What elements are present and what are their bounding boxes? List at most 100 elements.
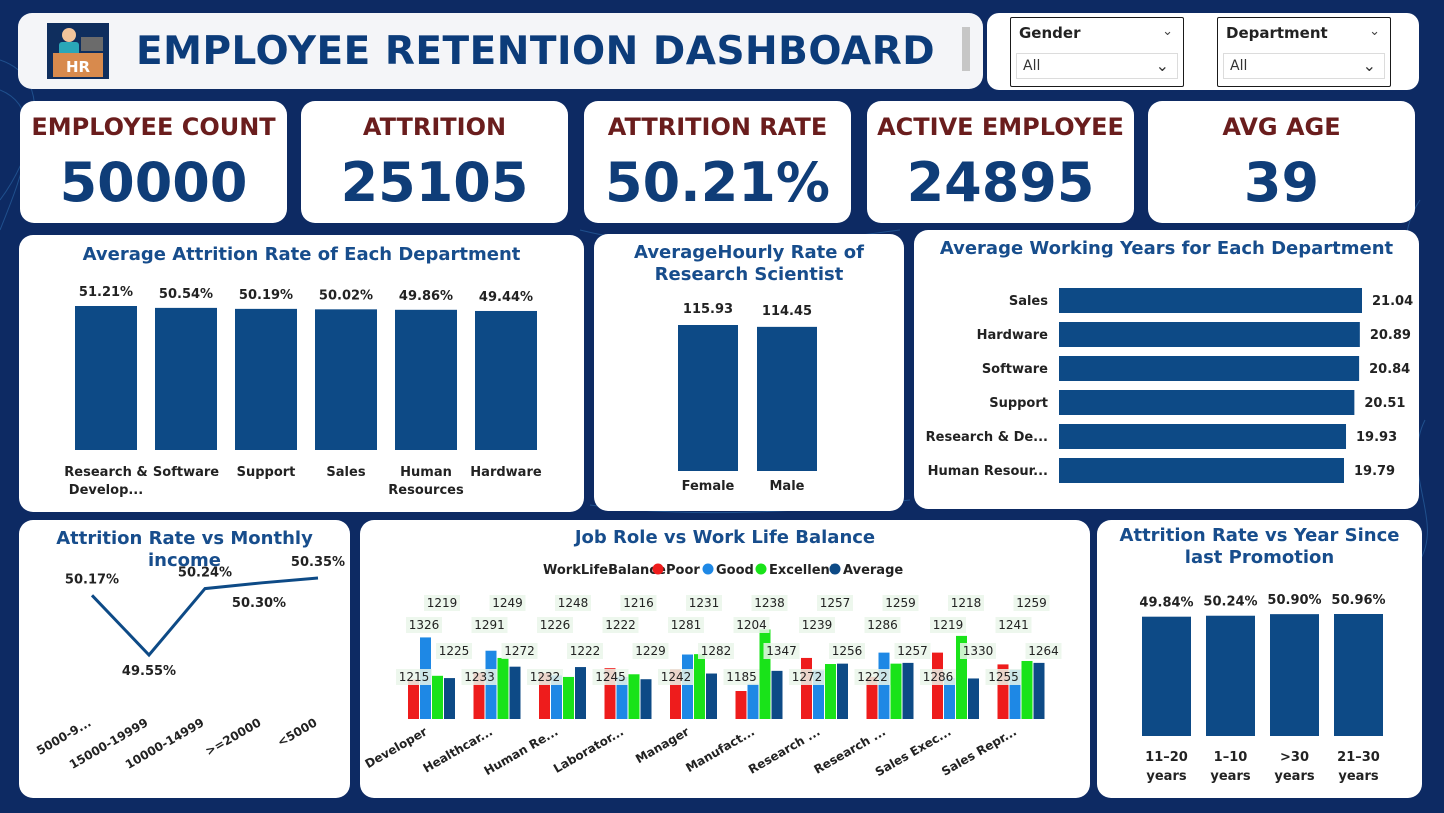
data-label: 19.79 <box>1354 464 1395 479</box>
header-panel: HR EMPLOYEE RETENTION DASHBOARD <box>18 13 983 89</box>
data-label-bg <box>632 643 669 659</box>
category-label: Female <box>682 479 735 494</box>
data-label: 1248 <box>558 596 589 610</box>
category-label: Hardware <box>977 328 1049 343</box>
chevron-down-icon[interactable]: ⌄ <box>1369 24 1380 39</box>
data-label-bg <box>799 617 835 633</box>
legend-label: Average <box>843 563 903 578</box>
wlb-plot: WorkLifeBalance Poor Good Excellent Average 1… <box>363 563 1062 779</box>
bar <box>694 654 705 719</box>
data-label-bg <box>1025 643 1062 659</box>
bar <box>1059 424 1347 449</box>
data-label: 1231 <box>689 596 720 610</box>
data-label-bg <box>686 595 722 611</box>
category-label: Developer <box>363 724 430 771</box>
hourly-rate-plot: 115.93 Female 114.45 Male <box>678 302 817 494</box>
data-label: 1216 <box>623 596 654 610</box>
bar <box>509 666 521 719</box>
chevron-down-icon[interactable]: ⌄ <box>1162 24 1173 39</box>
data-label: 21.04 <box>1372 294 1413 309</box>
data-label: 1232 <box>530 670 561 684</box>
data-label-bg <box>920 669 956 685</box>
bar <box>1009 669 1021 719</box>
category-label: years <box>1210 769 1250 784</box>
data-label: 1185 <box>726 670 757 684</box>
kpi-value: 39 <box>1243 151 1320 214</box>
working-years-plot: Sales 21.04 Hardware 20.89 Software 20.84 Supp… <box>926 288 1413 483</box>
category-label: Support <box>989 396 1048 411</box>
data-label-bg <box>489 595 526 611</box>
data-label-bg <box>1013 595 1050 611</box>
data-label: 1233 <box>464 670 495 684</box>
data-label: 50.54% <box>159 287 213 302</box>
data-label: 1249 <box>492 596 523 610</box>
bar <box>473 672 485 719</box>
bar <box>235 308 297 450</box>
kpi-label: EMPLOYEE COUNT <box>31 113 276 141</box>
data-label: 1242 <box>661 670 692 684</box>
category-label: Software <box>982 362 1048 377</box>
data-label: 1219 <box>933 618 964 632</box>
legend-title: WorkLifeBalance <box>543 563 666 578</box>
data-label: 50.02% <box>319 288 373 303</box>
gender-dropdown[interactable]: All ⌄ <box>1016 53 1178 79</box>
wlb-chart: Job Role vs Work Life Balance WorkLifeBa… <box>360 520 1090 798</box>
chevron-down-icon: ⌄ <box>1155 56 1169 75</box>
bar <box>408 679 419 719</box>
hr-logo-icon: HR <box>47 23 109 79</box>
category-label: Human <box>400 465 452 480</box>
data-label: 1222 <box>605 618 636 632</box>
category-label: Hardware <box>470 465 542 480</box>
data-label-bg <box>436 643 472 659</box>
hourly-rate-chart: AverageHourly Rate of Research Scientist… <box>594 234 904 511</box>
data-label: 1286 <box>867 618 898 632</box>
data-label-bg <box>960 643 996 659</box>
bar <box>539 673 550 719</box>
data-label: 1259 <box>1016 596 1047 610</box>
data-label-bg <box>592 669 629 685</box>
dept-attrition-chart: Average Attrition Rate of Each Departmen… <box>19 235 584 512</box>
data-label: 50.35% <box>291 555 345 570</box>
bar <box>735 691 747 719</box>
data-label: 20.84 <box>1369 362 1410 377</box>
category-label: Resources <box>388 483 464 498</box>
bar <box>1206 615 1255 736</box>
data-label: 1259 <box>885 596 916 610</box>
bar <box>628 674 640 719</box>
department-dropdown[interactable]: All ⌄ <box>1223 53 1385 79</box>
data-label: 20.51 <box>1364 396 1405 411</box>
data-label: 1272 <box>792 670 823 684</box>
legend-label: Poor <box>666 563 700 578</box>
bar <box>1059 322 1360 347</box>
bar <box>475 310 537 450</box>
data-label-bg <box>396 669 432 685</box>
data-label-bg <box>829 643 865 659</box>
legend-label: Good <box>716 563 754 578</box>
promotion-chart: Attrition Rate vs Year Since last Promot… <box>1097 520 1422 798</box>
data-label-bg <box>668 617 704 633</box>
category-label: Male <box>770 479 805 494</box>
working-years-chart: Average Working Years for Each Departmen… <box>914 230 1419 509</box>
category-label: <5000 <box>275 715 320 749</box>
data-label-bg <box>555 595 591 611</box>
data-label-bg <box>789 669 825 685</box>
income-attrition-chart: Attrition Rate vs Monthly income 50.17% 5… <box>19 520 350 798</box>
kpi-value: 24895 <box>906 151 1095 214</box>
data-label: 50.24% <box>178 566 232 581</box>
bar <box>759 629 771 719</box>
bar <box>497 657 509 719</box>
legend-marker <box>755 563 767 575</box>
data-label: 1218 <box>951 596 982 610</box>
data-label-bg <box>864 617 901 633</box>
bar <box>902 662 914 719</box>
bar <box>968 678 979 719</box>
chart-title: AverageHourly Rate of Research Scientist <box>634 242 864 285</box>
data-label: 49.55% <box>122 664 176 679</box>
data-label: 50.24% <box>1203 595 1257 610</box>
bar <box>563 676 574 719</box>
bar <box>878 652 890 719</box>
kpi-label: ATTRITION RATE <box>607 113 828 141</box>
scrollbar[interactable] <box>962 27 970 71</box>
category-label: Research & <box>64 465 147 480</box>
data-label-bg <box>995 617 1032 633</box>
